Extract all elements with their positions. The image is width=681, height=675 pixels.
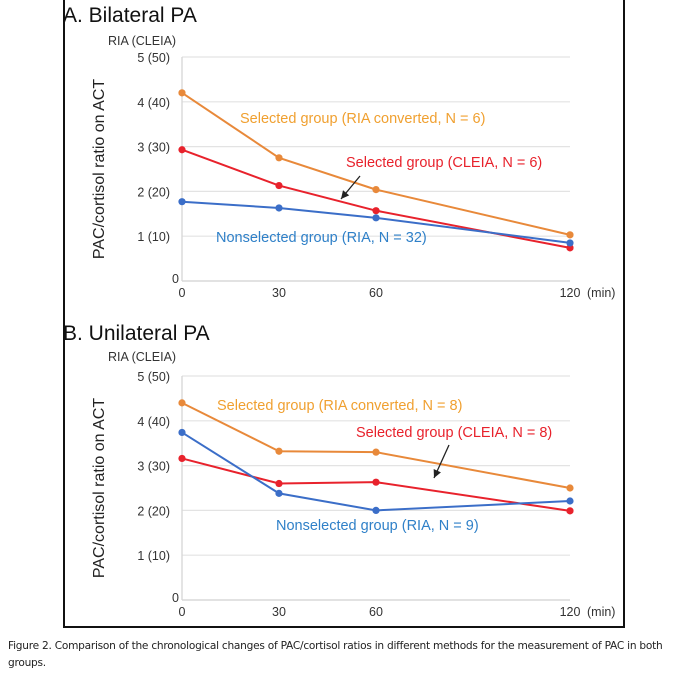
x-axis-unit: (min) <box>587 286 615 300</box>
data-point-blue <box>566 497 574 505</box>
annotation-arrow-head <box>433 469 441 478</box>
data-point-red <box>178 146 186 154</box>
y-axis-title: PAC/cortisol ratio on ACT <box>91 79 108 259</box>
x-tick-label: 120 <box>560 286 581 300</box>
x-tick-label: 30 <box>272 605 286 619</box>
figure-frame <box>63 0 625 628</box>
data-point-blue <box>275 489 283 497</box>
data-point-orange <box>566 484 574 492</box>
chart-title: A. Bilateral PA <box>63 4 197 27</box>
data-point-orange <box>275 447 283 455</box>
series-annotation-red: Selected group (CLEIA, N = 6) <box>346 155 542 171</box>
y-tick-label: 5 (50) <box>137 370 170 384</box>
data-point-blue <box>566 239 574 247</box>
y-axis-unit-label: RIA (CLEIA) <box>108 34 176 48</box>
series-annotation-blue: Nonselected group (RIA, N = 32) <box>216 230 427 246</box>
chart-panel-bilateral: A. Bilateral PA RIA (CLEIA) PAC/cortisol r… <box>63 4 615 300</box>
data-point-red <box>178 454 186 463</box>
series-line-red <box>181 457 571 512</box>
y-tick-label: 3 (30) <box>137 141 170 155</box>
data-point-orange <box>566 231 574 239</box>
y-tick-label: 4 (40) <box>137 96 170 110</box>
data-point-blue <box>178 198 186 206</box>
y-tick-label: 0 <box>172 591 179 605</box>
series-line-blue <box>181 431 571 512</box>
chart-title: B. Unilateral PA <box>63 322 210 345</box>
x-axis-unit: (min) <box>587 605 615 619</box>
series-annotation-blue: Nonselected group (RIA, N = 9) <box>276 518 479 534</box>
data-point-blue <box>372 506 380 514</box>
x-tick-label: 120 <box>560 605 581 619</box>
series-line-orange <box>181 92 571 236</box>
y-axis-title: PAC/cortisol ratio on ACT <box>91 398 108 578</box>
data-point-orange <box>275 154 283 162</box>
data-point-red <box>275 181 283 190</box>
data-point-blue <box>372 214 380 222</box>
data-point-orange <box>372 448 380 456</box>
annotation-arrow-head <box>341 190 350 199</box>
y-tick-label: 0 <box>172 272 179 286</box>
x-tick-label: 0 <box>179 286 186 300</box>
y-tick-label: 2 (20) <box>137 504 170 518</box>
y-tick-label: 1 (10) <box>137 230 170 244</box>
data-point-red <box>372 207 380 215</box>
x-tick-label: 60 <box>369 286 383 300</box>
data-point-red <box>372 478 380 486</box>
figure-caption: Figure 2. Comparison of the chronologica… <box>8 638 678 672</box>
series-annotation-orange: Selected group (RIA converted, N = 6) <box>240 111 485 127</box>
y-tick-label: 2 (20) <box>137 185 170 199</box>
data-point-orange <box>372 186 380 194</box>
x-tick-label: 0 <box>179 605 186 619</box>
chart-panel-unilateral: B. Unilateral PA RIA (CLEIA) PAC/cortisol … <box>63 322 615 619</box>
y-tick-label: 5 (50) <box>137 51 170 65</box>
data-point-red <box>566 244 574 252</box>
series-annotation-red: Selected group (CLEIA, N = 8) <box>356 425 552 441</box>
data-point-blue <box>178 428 186 437</box>
data-point-orange <box>178 399 186 407</box>
series-line-red <box>181 148 571 249</box>
data-point-orange <box>178 89 186 97</box>
series-annotation-orange: Selected group (RIA converted, N = 8) <box>217 398 462 414</box>
y-axis-unit-label: RIA (CLEIA) <box>108 350 176 364</box>
caption-text: Comparison of the chronological changes … <box>8 640 663 669</box>
series-line-blue <box>181 200 571 244</box>
y-tick-label: 3 (30) <box>137 460 170 474</box>
series-line-orange <box>181 401 571 489</box>
data-point-blue <box>275 204 283 212</box>
data-point-red <box>566 507 574 515</box>
caption-label: Figure 2. <box>8 640 52 652</box>
x-tick-label: 30 <box>272 286 286 300</box>
y-tick-label: 1 (10) <box>137 549 170 563</box>
x-tick-label: 60 <box>369 605 383 619</box>
y-tick-label: 4 (40) <box>137 415 170 429</box>
data-point-red <box>275 479 283 488</box>
